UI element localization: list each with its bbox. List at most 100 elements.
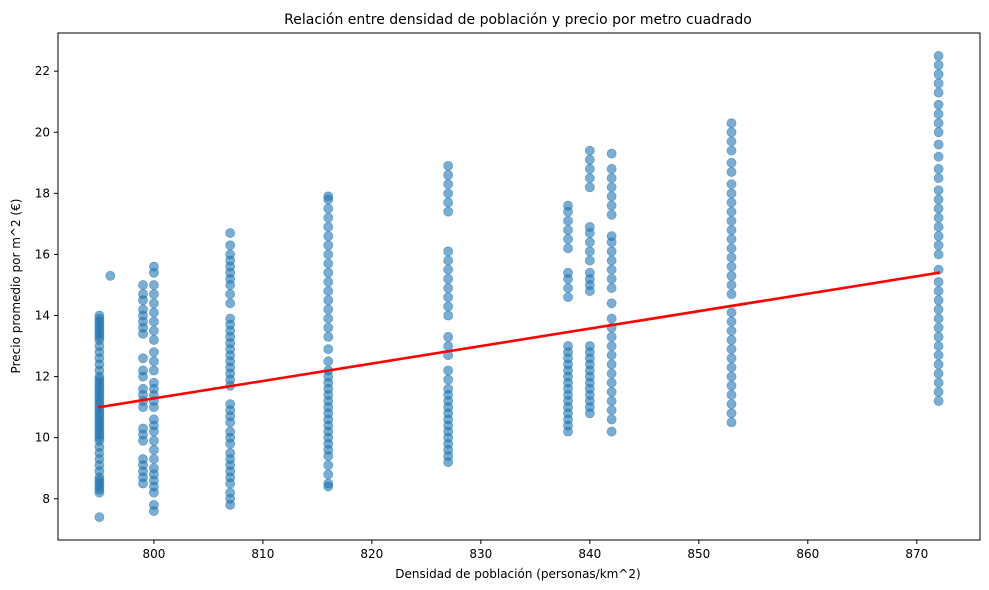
data-point — [149, 463, 159, 474]
data-point — [138, 365, 148, 376]
data-point — [726, 353, 737, 364]
data-point — [606, 164, 617, 174]
data-point — [138, 304, 148, 315]
data-point — [933, 240, 944, 251]
data-point — [323, 249, 334, 260]
data-point — [149, 261, 159, 272]
data-point — [726, 179, 737, 190]
data-point — [563, 341, 573, 351]
data-point — [933, 304, 944, 315]
data-point — [933, 286, 944, 296]
data-point — [933, 249, 944, 260]
data-point — [149, 356, 159, 367]
data-point — [149, 499, 159, 510]
data-point — [726, 252, 737, 263]
data-point — [149, 414, 159, 425]
data-point — [149, 347, 159, 358]
data-point — [584, 246, 595, 257]
data-point — [563, 225, 573, 235]
data-point — [933, 109, 944, 119]
data-point — [606, 255, 617, 266]
data-point — [563, 292, 573, 303]
data-point — [225, 448, 236, 458]
data-point — [563, 200, 573, 211]
data-point — [323, 344, 334, 355]
data-point — [149, 365, 159, 376]
data-point — [726, 145, 737, 156]
data-point — [726, 157, 737, 168]
data-point — [225, 228, 236, 238]
y-tick-label: 10 — [35, 431, 50, 445]
data-point — [94, 512, 105, 522]
data-point — [584, 145, 595, 156]
y-tick-label: 22 — [35, 64, 50, 78]
y-tick-label: 8 — [42, 492, 50, 506]
data-point — [726, 371, 737, 382]
data-point — [443, 246, 454, 257]
data-point — [606, 359, 617, 370]
data-point — [933, 222, 944, 232]
data-point — [149, 298, 159, 309]
data-point — [584, 255, 595, 266]
data-point — [606, 341, 617, 351]
data-point — [105, 270, 116, 281]
data-point — [606, 148, 617, 159]
data-point — [225, 313, 236, 324]
data-point — [443, 179, 454, 190]
data-point — [323, 313, 334, 324]
data-point — [726, 344, 737, 355]
regression-layer — [97, 271, 941, 409]
data-point — [726, 390, 737, 400]
data-point — [149, 307, 159, 318]
data-point — [606, 200, 617, 211]
data-point — [726, 167, 737, 177]
data-point — [606, 426, 617, 437]
data-point — [584, 267, 595, 278]
data-point — [323, 277, 334, 287]
data-point — [323, 478, 334, 489]
data-point — [933, 377, 944, 388]
data-point — [323, 469, 334, 480]
data-point — [606, 405, 617, 416]
y-tick-label: 14 — [35, 309, 50, 323]
data-point — [606, 313, 617, 324]
data-point — [138, 383, 148, 394]
data-point — [584, 164, 595, 174]
data-point — [933, 69, 944, 80]
data-point — [443, 188, 454, 199]
data-point — [726, 215, 737, 226]
data-point — [726, 289, 737, 300]
data-point — [726, 127, 737, 138]
data-point — [726, 307, 737, 318]
data-point — [933, 151, 944, 162]
data-point — [606, 386, 617, 397]
data-point — [563, 234, 573, 245]
data-point — [726, 197, 737, 208]
data-point — [933, 295, 944, 306]
data-point — [726, 316, 737, 327]
data-point — [584, 222, 595, 232]
data-point — [726, 325, 737, 336]
x-tick-label: 830 — [469, 547, 492, 561]
data-point — [933, 359, 944, 370]
data-point — [933, 322, 944, 333]
y-tick-label: 18 — [35, 186, 50, 200]
data-point — [606, 209, 617, 220]
data-point — [933, 203, 944, 214]
x-tick-label: 810 — [251, 547, 274, 561]
data-point — [726, 261, 737, 272]
data-point — [443, 264, 454, 275]
data-point — [149, 316, 159, 327]
data-point — [443, 341, 454, 351]
data-point — [933, 331, 944, 342]
data-point — [138, 423, 148, 434]
x-axis: 800 810 820 830 840 850 860 870 — [142, 540, 928, 561]
data-point — [606, 298, 617, 309]
data-point — [323, 231, 334, 242]
data-point — [149, 289, 159, 300]
data-point — [933, 396, 944, 406]
data-point — [933, 51, 944, 61]
data-point — [149, 280, 159, 290]
data-point — [94, 310, 105, 321]
x-tick-label: 860 — [796, 547, 819, 561]
